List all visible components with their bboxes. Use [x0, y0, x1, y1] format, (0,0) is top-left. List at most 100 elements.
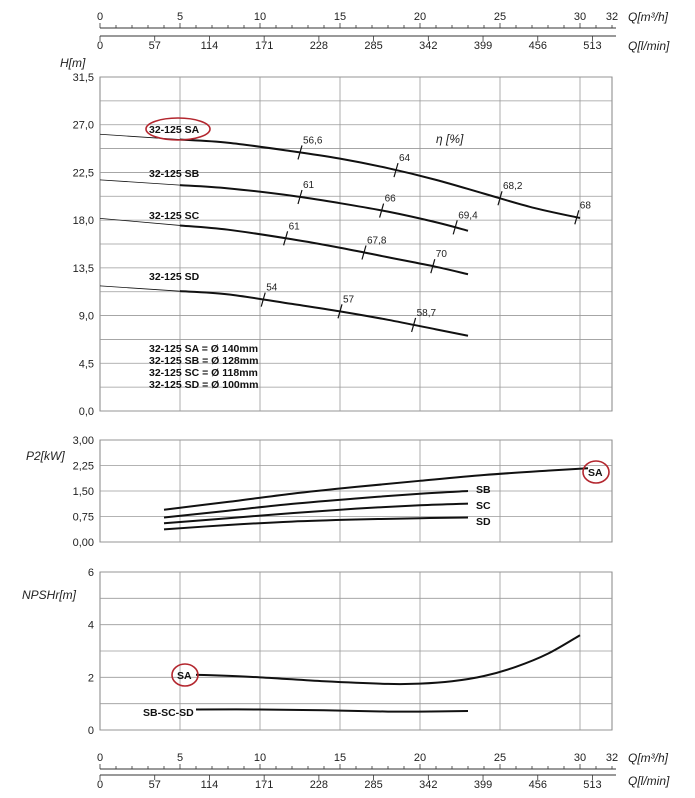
npsh-curve-sa: [195, 634, 581, 686]
bottom-axis-lmin-tick-label: 399: [474, 779, 492, 791]
bottom-axis-m3h-tick-label: 25: [494, 752, 506, 764]
npsh-series-label-sb-sc-sd: SB-SC-SD: [143, 707, 194, 719]
bottom-axis-m3h-tick-label: 20: [414, 752, 426, 764]
head-ytick-label: 18,0: [73, 215, 94, 227]
head-series-label-sd: 32-125 SD: [149, 271, 200, 283]
npsh-series-label-sa: SA: [177, 670, 192, 682]
bottom-x-axis: 0 5 10 15 20 25 30 32 0 57 114 171 228 285 342 399 456 51…: [97, 752, 618, 791]
bottom-q-lmin-axis-label: Q[l/min]: [628, 774, 670, 788]
legend-sa-diameter: 32-125 SA = Ø 140mm: [149, 343, 258, 355]
efficiency-value-label: 57: [343, 294, 355, 305]
power-panel: 0,00 0,75 1,50 2,25 3,00: [73, 435, 613, 549]
top-axis-m3h-tick-label: 32: [606, 11, 618, 23]
efficiency-value-label: 68,2: [503, 181, 523, 192]
power-ytick-label: 1,50: [73, 486, 94, 498]
efficiency-tick-mark: [283, 231, 289, 246]
bottom-axis-m3h-tick-label: 10: [254, 752, 266, 764]
bottom-axis-lmin-tick-label: 342: [419, 779, 437, 791]
top-axis-m3h-tick-label: 15: [334, 11, 346, 23]
power-ytick-label: 2,25: [73, 461, 94, 473]
npsh-curve-sb-sc-sd: [195, 708, 469, 713]
efficiency-value-label: 64: [399, 153, 411, 164]
efficiency-value-label: 54: [266, 283, 278, 294]
efficiency-value-label: 66: [385, 194, 397, 205]
sa-highlight-circle-head: [145, 117, 211, 141]
bottom-axis-lmin-tick-label: 285: [364, 779, 382, 791]
power-curve-sc: [163, 502, 469, 525]
top-x-axis: 0 5 10 15 20 25 30 32 0 57 114 171 228 285 342 399 456 51…: [97, 11, 618, 52]
bottom-axis-lmin-tick-label: 0: [97, 779, 103, 791]
top-axis-m3h-tick-label: 20: [414, 11, 426, 23]
bottom-axis-m3h-tick-label: 15: [334, 752, 346, 764]
legend-sc-diameter: 32-125 SC = Ø 118mm: [149, 367, 258, 379]
top-axis-lmin-tick-label: 114: [201, 40, 219, 52]
head-series-label-sc: 32-125 SC: [149, 210, 200, 222]
sa-highlight-circle-npsh: [171, 663, 199, 687]
npsh-panel: 0 2 4 6: [88, 567, 613, 737]
top-axis-lmin-tick-label: 0: [97, 40, 103, 52]
top-axis-lmin-tick-label: 513: [583, 40, 601, 52]
npsh-ytick-label: 0: [88, 725, 94, 737]
head-panel: 0,0 4,5 9,0 13,5 18,0 22,5 27,0 31,5 56,6 64 68,2 6…: [73, 72, 613, 418]
sa-highlight-circle-power: [582, 460, 610, 484]
efficiency-value-label: 68: [580, 200, 592, 211]
efficiency-tick-mark: [297, 145, 303, 160]
bottom-axis-lmin-tick-label: 171: [255, 779, 273, 791]
bottom-axis-m3h-tick-label: 5: [177, 752, 183, 764]
top-axis-m3h-tick-label: 25: [494, 11, 506, 23]
power-series-label-sb: SB: [476, 484, 491, 496]
bottom-axis-lmin-tick-label: 114: [201, 779, 219, 791]
efficiency-tick-mark: [297, 189, 303, 205]
head-ytick-label: 31,5: [73, 72, 94, 84]
efficiency-value-label: 61: [289, 221, 301, 232]
top-axis-lmin-tick-label: 342: [419, 40, 437, 52]
efficiency-tick-mark: [574, 210, 580, 225]
head-ytick-label: 9,0: [79, 311, 94, 323]
power-series-label-sa: SA: [588, 467, 603, 479]
bottom-axis-lmin-tick-label: 228: [310, 779, 328, 791]
bottom-axis-lmin-tick-label: 456: [529, 779, 547, 791]
legend-sb-diameter: 32-125 SB = Ø 128mm: [149, 355, 258, 367]
npsh-ytick-label: 4: [88, 620, 94, 632]
power-curve-sb: [163, 490, 469, 519]
top-axis-lmin-tick-label: 285: [364, 40, 382, 52]
top-axis-m3h-tick-label: 5: [177, 11, 183, 23]
power-series-label-sd: SD: [476, 516, 491, 528]
power-ytick-label: 0,75: [73, 512, 94, 524]
npsh-ytick-label: 2: [88, 672, 94, 684]
efficiency-value-label: 67,8: [367, 235, 387, 246]
npsh-axis-label: NPSHr[m]: [22, 588, 77, 602]
top-axis-lmin-tick-label: 456: [529, 40, 547, 52]
top-axis-m3h-tick-label: 0: [97, 11, 103, 23]
head-leader-line: [99, 179, 181, 186]
efficiency-value-label: 56,6: [303, 135, 323, 146]
efficiency-tick-mark: [361, 245, 367, 260]
bottom-axis-lmin-tick-label: 513: [583, 779, 601, 791]
power-ytick-label: 3,00: [73, 435, 94, 447]
npsh-ytick-label: 6: [88, 567, 94, 579]
efficiency-value-label: 58,7: [417, 308, 437, 319]
efficiency-tick-mark: [411, 317, 417, 333]
head-series-label-sb: 32-125 SB: [149, 168, 200, 180]
efficiency-tick-mark: [430, 258, 436, 274]
efficiency-value-label: 61: [303, 180, 315, 191]
top-axis-lmin-tick-label: 399: [474, 40, 492, 52]
power-curve-sa: [163, 467, 589, 511]
head-ytick-label: 4,5: [79, 358, 94, 370]
head-ytick-label: 13,5: [73, 263, 94, 275]
efficiency-label: η [%]: [436, 132, 464, 146]
power-ytick-label: 0,00: [73, 537, 94, 549]
head-series-label-sa: 32-125 SA: [149, 124, 200, 136]
head-axis-label: H[m]: [60, 56, 86, 70]
head-curve-32-125-sc: [179, 224, 469, 276]
top-axis-m3h-tick-label: 10: [254, 11, 266, 23]
efficiency-value-label: 69,4: [458, 210, 478, 221]
efficiency-value-label: 70: [436, 249, 448, 260]
efficiency-tick-mark: [393, 162, 399, 178]
bottom-axis-m3h-tick-label: 32: [606, 752, 618, 764]
top-axis-lmin-tick-label: 228: [310, 40, 328, 52]
power-axis-label: P2[kW]: [26, 449, 65, 463]
bottom-q-m3h-axis-label: Q[m³/h]: [628, 751, 669, 765]
top-axis-lmin-tick-label: 57: [149, 40, 161, 52]
